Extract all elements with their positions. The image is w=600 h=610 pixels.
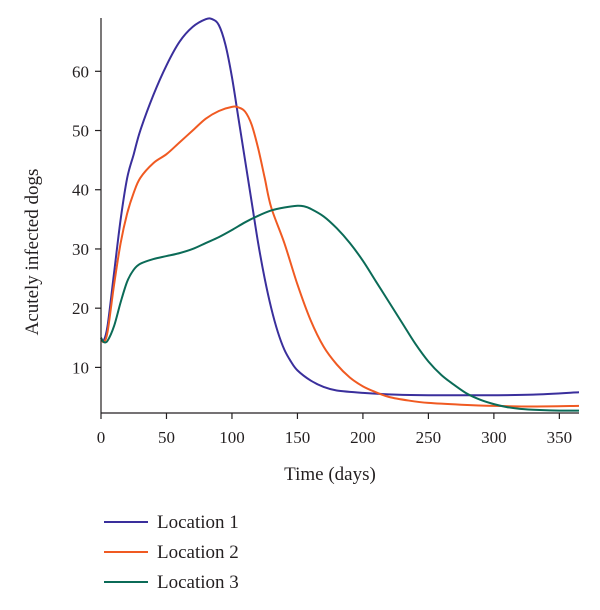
- x-tick-label: 250: [416, 428, 442, 447]
- legend-label: Location 2: [157, 542, 239, 563]
- y-tick-label: 60: [72, 62, 89, 81]
- legend-label: Location 1: [157, 512, 239, 533]
- legend: Location 1 Location 2 Location 3: [104, 512, 239, 593]
- x-tick-label: 150: [285, 428, 311, 447]
- x-axis-ticks: 0 50 100 150 200 250 300 350: [97, 413, 572, 447]
- plot-lines: [100, 17, 580, 412]
- x-axis-title: Time (days): [284, 464, 376, 485]
- y-axis-title: Acutely infected dogs: [22, 169, 43, 336]
- y-tick-label: 30: [72, 240, 89, 259]
- series-line-3: [100, 204, 580, 412]
- series-line-2: [100, 105, 580, 408]
- legend-item-3: Location 3: [104, 572, 239, 593]
- x-tick-label: 350: [547, 428, 573, 447]
- y-tick-label: 20: [72, 299, 89, 318]
- y-axis-ticks: 10 20 30 40 50 60: [72, 62, 101, 377]
- x-tick-label: 100: [219, 428, 245, 447]
- legend-label: Location 3: [157, 572, 239, 593]
- x-tick-label: 50: [158, 428, 175, 447]
- y-tick-label: 50: [72, 122, 89, 141]
- x-tick-label: 0: [97, 428, 106, 447]
- series-line-1: [100, 17, 580, 397]
- x-tick-label: 200: [350, 428, 376, 447]
- legend-item-1: Location 1: [104, 512, 239, 533]
- y-tick-label: 10: [72, 358, 89, 377]
- legend-item-2: Location 2: [104, 542, 239, 563]
- x-tick-label: 300: [481, 428, 507, 447]
- y-tick-label: 40: [72, 181, 89, 200]
